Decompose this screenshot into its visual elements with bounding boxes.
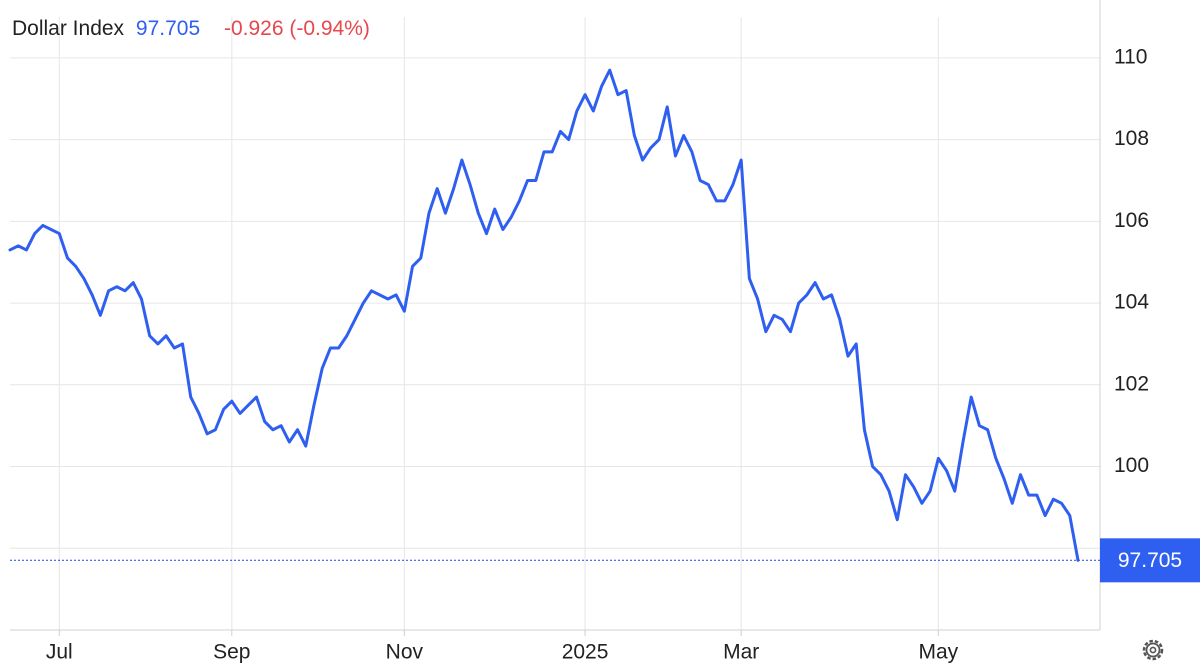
x-tick-label: Nov: [386, 641, 424, 664]
x-tick-label: Sep: [213, 641, 250, 664]
chart-title: Dollar Index: [12, 17, 125, 40]
y-tick-label: 110: [1114, 45, 1147, 68]
y-tick-label: 102: [1114, 372, 1149, 395]
x-tick-label: May: [918, 641, 958, 664]
last-price-tag: [1100, 538, 1200, 583]
y-tick-label: 106: [1114, 209, 1149, 232]
settings-icon[interactable]: [1142, 639, 1164, 661]
y-tick-label: 100: [1114, 454, 1149, 477]
gear-hole[interactable]: [1149, 646, 1157, 654]
chart-header: Dollar Index 97.705 -0.926 (-0.94%): [12, 17, 370, 40]
y-tick-label: 104: [1114, 291, 1149, 314]
x-tick-label: Mar: [723, 641, 759, 664]
y-tick-label: 108: [1114, 127, 1149, 150]
last-value: 97.705: [136, 17, 200, 40]
x-tick-label: Jul: [46, 641, 73, 664]
change-label: -0.926 (-0.94%): [224, 17, 370, 40]
price-line: [8, 68, 1080, 562]
plot: 98100102104106108110JulSepNov2025MarMay9…: [8, 0, 1200, 664]
last-price-label: 97.705: [1118, 549, 1182, 572]
gear-teeth[interactable]: [1142, 639, 1164, 661]
gear-body[interactable]: [1145, 642, 1161, 658]
x-tick-label: 2025: [562, 641, 609, 664]
